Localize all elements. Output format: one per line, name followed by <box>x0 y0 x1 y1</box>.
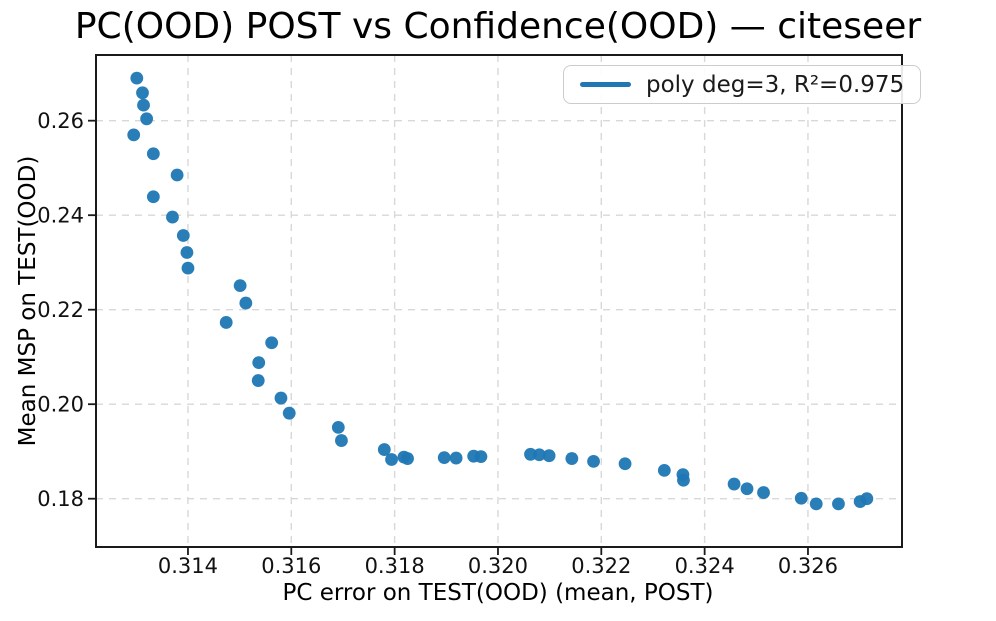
scatter-point <box>565 452 579 465</box>
x-tick-label: 0.322 <box>571 554 631 578</box>
scatter-point <box>180 246 194 259</box>
scatter-point <box>740 482 754 496</box>
scatter-point <box>239 296 253 310</box>
scatter-point <box>587 454 600 468</box>
scatter-point <box>385 453 398 466</box>
y-axis-label: Mean MSP on TEST(OOD) <box>15 155 41 447</box>
scatter-point <box>832 497 845 511</box>
scatter-point <box>146 190 160 204</box>
scatter-point <box>657 463 671 477</box>
scatter-point <box>437 451 451 464</box>
scatter-point <box>127 128 141 142</box>
y-tick-label: 0.24 <box>37 204 84 228</box>
scatter-point <box>170 168 184 182</box>
scatter-point <box>136 86 149 100</box>
scatter-point <box>274 391 288 405</box>
scatter-point <box>219 316 233 329</box>
scatter-point <box>542 449 556 463</box>
scatter-point <box>677 473 690 487</box>
scatter-point <box>282 406 296 420</box>
scatter-point <box>140 112 154 126</box>
x-tick-label: 0.326 <box>778 554 838 578</box>
scatter-point <box>176 229 190 242</box>
scatter-point <box>146 147 160 161</box>
scatter-point <box>130 71 144 85</box>
x-tick-label: 0.324 <box>675 554 735 578</box>
y-tick-label: 0.18 <box>37 487 84 511</box>
scatter-point <box>727 477 741 491</box>
x-tick-label: 0.318 <box>365 554 425 578</box>
legend: poly deg=3, R²=0.975 <box>563 65 922 104</box>
y-tick-label: 0.22 <box>37 298 84 322</box>
scatter-point <box>265 336 279 350</box>
plot-border <box>95 54 903 548</box>
scatter-point <box>377 443 391 456</box>
legend-label: poly deg=3, R²=0.975 <box>646 71 905 98</box>
scatter-point <box>449 451 463 465</box>
chart-title: PC(OOD) POST vs Confidence(OOD) — citese… <box>74 6 922 47</box>
scatter-point <box>618 457 632 471</box>
scatter-point <box>137 98 150 112</box>
scatter-point <box>233 279 247 292</box>
scatter-point <box>252 356 266 370</box>
scatter-point <box>794 491 808 505</box>
scatter-point <box>401 452 414 465</box>
x-tick-label: 0.316 <box>261 554 321 578</box>
scatter-point <box>474 450 488 464</box>
scatter-point <box>331 420 345 434</box>
x-tick-label: 0.314 <box>158 554 218 578</box>
y-tick-label: 0.26 <box>37 109 84 133</box>
y-tick-label: 0.20 <box>37 393 84 417</box>
scatter-point <box>181 261 195 275</box>
scatter-point <box>251 374 265 387</box>
scatter-point <box>757 486 770 499</box>
scatter-point <box>166 210 179 224</box>
x-tick-label: 0.320 <box>468 554 528 578</box>
scatter-point <box>809 497 823 511</box>
scatter-point <box>532 448 546 462</box>
scatter-point <box>860 492 874 506</box>
scatter-point <box>335 434 348 447</box>
x-axis-label: PC error on TEST(OOD) (mean, POST) <box>282 580 714 606</box>
legend-line-swatch <box>580 82 631 87</box>
